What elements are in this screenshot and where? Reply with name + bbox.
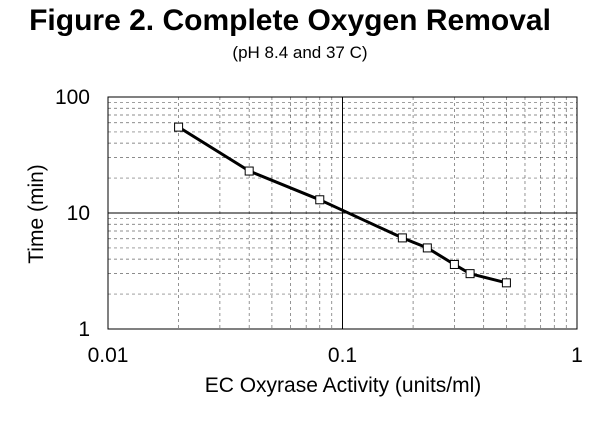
tick-labels: 0.01 0.1 1 1 10 100: [55, 86, 583, 367]
data-point-marker: [174, 122, 184, 132]
plot-area: [107, 96, 578, 330]
chart-subtitle: (pH 8.4 and 37 C): [232, 43, 367, 62]
data-point-marker: [422, 243, 432, 253]
data-point-marker: [244, 166, 254, 176]
data-point-marker: [449, 259, 459, 269]
data-series: [174, 122, 511, 288]
chart-title: Figure 2. Complete Oxygen Removal: [29, 4, 551, 37]
y-tick-label: 1: [78, 318, 90, 341]
x-tick-label: 1: [571, 344, 583, 367]
y-tick-label: 100: [55, 86, 90, 109]
data-point-marker: [501, 278, 511, 288]
grid: [108, 97, 577, 329]
x-tick-label: 0.01: [88, 344, 129, 367]
data-point-marker: [465, 269, 475, 279]
y-axis-label: Time (min): [25, 164, 48, 264]
y-tick-label: 10: [67, 202, 90, 225]
x-tick-label: 0.1: [328, 344, 357, 367]
data-point-marker: [397, 233, 407, 243]
x-axis-label: EC Oxyrase Activity (units/ml): [205, 374, 482, 397]
data-point-marker: [315, 195, 325, 205]
